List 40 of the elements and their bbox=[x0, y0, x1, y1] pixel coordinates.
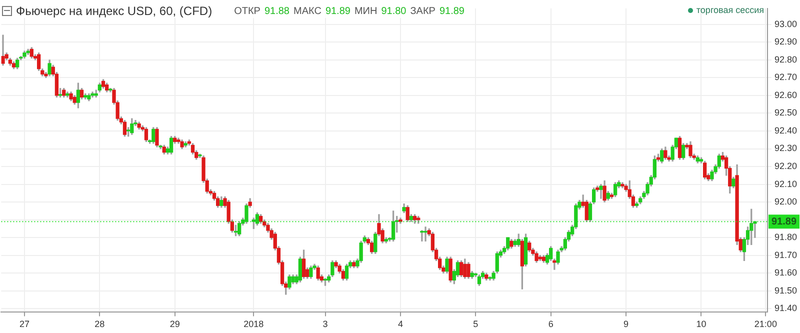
annotation: МИН bbox=[354, 6, 378, 16]
y-tick-label: 91.60 bbox=[774, 268, 798, 278]
y-tick-label: 92.10 bbox=[774, 178, 798, 189]
x-tick-label: 28 bbox=[94, 319, 105, 330]
x-tick-label: 29 bbox=[170, 319, 180, 330]
y-tick-label: 91.50 bbox=[774, 285, 798, 296]
x-tick-label: 6 bbox=[548, 319, 554, 330]
y-tick-label: 92.50 bbox=[774, 108, 798, 118]
candlestick bbox=[424, 226, 428, 242]
x-tick-label: 9 bbox=[624, 319, 629, 330]
annotation: ОТКР bbox=[234, 6, 260, 16]
annotation: 91.89 bbox=[325, 6, 350, 16]
y-tick-label: 92.30 bbox=[774, 143, 798, 154]
x-tick-label: 21:00 bbox=[754, 319, 777, 330]
y-tick-label: 92.70 bbox=[774, 72, 798, 82]
y-tick-label: 93.00 bbox=[774, 18, 798, 29]
x-tick-label: 27 bbox=[19, 319, 30, 330]
annotation: торговая сессия bbox=[696, 5, 764, 15]
y-tick-label: 92.80 bbox=[774, 54, 798, 64]
x-tick-label: 2018 bbox=[244, 319, 264, 330]
ref-line-label: 91.89 bbox=[771, 216, 797, 228]
annotation: ЗАКР bbox=[410, 6, 436, 16]
annotation: 91.80 bbox=[381, 6, 406, 16]
y-tick-label: 92.40 bbox=[774, 125, 798, 136]
x-tick-label: 4 bbox=[398, 319, 403, 330]
annotation: 91.88 bbox=[264, 6, 290, 16]
annotation: 91.89 bbox=[439, 6, 464, 16]
x-tick-label: 3 bbox=[322, 319, 328, 330]
y-tick-label: 92.00 bbox=[774, 196, 798, 207]
y-tick-label: 91.80 bbox=[774, 232, 798, 242]
y-tick-label: 91.70 bbox=[774, 250, 798, 260]
x-tick-label: 5 bbox=[473, 319, 478, 330]
chart-title: Фьючерс на индекс USD, 60, (CFD) bbox=[16, 4, 212, 18]
candlestick bbox=[1, 34, 5, 66]
x-tick-label: 10 bbox=[696, 319, 706, 330]
y-tick-label: 92.60 bbox=[774, 90, 798, 100]
y-tick-label: 91.40 bbox=[774, 303, 798, 314]
y-tick-label: 92.90 bbox=[774, 36, 798, 47]
y-tick-label: 92.20 bbox=[774, 161, 798, 172]
annotation: МАКС bbox=[294, 6, 322, 16]
